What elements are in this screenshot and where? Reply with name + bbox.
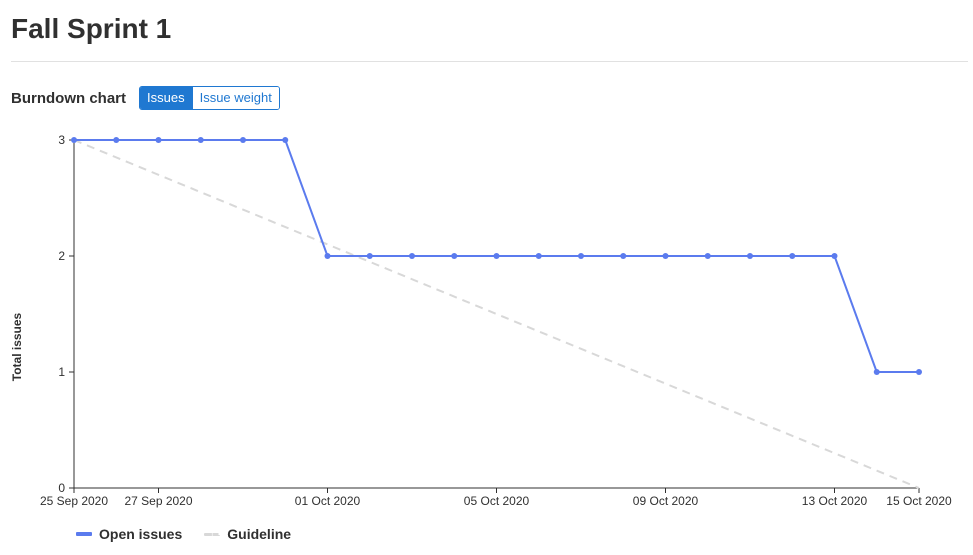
chart-header: Burndown chart Issues Issue weight bbox=[11, 86, 280, 110]
open-issues-point-13 bbox=[620, 253, 627, 259]
issues-toggle-button[interactable]: Issues bbox=[140, 87, 192, 109]
issue-weight-toggle-button[interactable]: Issue weight bbox=[191, 87, 279, 109]
open-issues-point-0 bbox=[71, 137, 77, 143]
x-tick-label-0: 25 Sep 2020 bbox=[40, 494, 108, 508]
y-axis: 0 1 2 3 bbox=[58, 133, 75, 495]
x-tick-label-3: 05 Oct 2020 bbox=[464, 494, 530, 508]
open-issues-point-19 bbox=[873, 369, 880, 375]
y-tick-label-3: 3 bbox=[58, 133, 65, 147]
open-issues-point-15 bbox=[704, 253, 711, 259]
y-tick-label-2: 2 bbox=[58, 249, 65, 263]
x-tick-label-1: 27 Sep 2020 bbox=[124, 494, 192, 508]
chart-legend: Open issues Guideline bbox=[76, 526, 313, 542]
legend-label-open-issues: Open issues bbox=[99, 526, 183, 542]
open-issues-point-4 bbox=[240, 137, 246, 143]
open-issues-point-2 bbox=[155, 137, 162, 143]
chart-type-toggle: Issues Issue weight bbox=[139, 86, 280, 110]
legend-item-guideline[interactable]: Guideline bbox=[204, 526, 291, 542]
open-issues-point-18 bbox=[831, 253, 838, 259]
legend-label-guideline: Guideline bbox=[227, 526, 292, 542]
open-issues-point-1 bbox=[113, 137, 120, 143]
legend-item-open-issues[interactable]: Open issues bbox=[76, 526, 182, 542]
title-divider bbox=[11, 61, 968, 62]
open-issues-point-5 bbox=[282, 137, 289, 143]
open-issues-point-12 bbox=[578, 253, 584, 259]
open-issues-point-6 bbox=[324, 253, 331, 259]
x-axis: 25 Sep 2020 27 Sep 2020 01 Oct 2020 05 Oct … bbox=[40, 487, 952, 508]
open-issues-point-9 bbox=[451, 253, 458, 259]
open-issues-point-16 bbox=[747, 253, 753, 259]
open-issues-point-11 bbox=[535, 253, 542, 259]
x-tick-label-4: 09 Oct 2020 bbox=[633, 494, 699, 508]
y-tick-label-0: 0 bbox=[58, 481, 65, 495]
y-tick-label-1: 1 bbox=[58, 365, 65, 379]
x-tick-label-5: 13 Oct 2020 bbox=[802, 494, 868, 508]
open-issues-point-7 bbox=[366, 253, 373, 259]
legend-swatch-guideline bbox=[204, 532, 221, 536]
y-axis-title: Total issues bbox=[10, 312, 24, 381]
open-issues-point-10 bbox=[493, 253, 500, 259]
guideline-series-line bbox=[73, 139, 920, 489]
open-issues-point-8 bbox=[409, 253, 415, 259]
x-tick-label-6: 15 Oct 2020 bbox=[886, 494, 952, 508]
x-tick-label-2: 01 Oct 2020 bbox=[295, 494, 361, 508]
open-issues-point-14 bbox=[662, 253, 669, 259]
chart-title: Burndown chart bbox=[11, 89, 126, 107]
open-issues-point-3 bbox=[197, 137, 204, 143]
chart-series bbox=[71, 137, 922, 489]
open-issues-point-17 bbox=[789, 253, 796, 259]
burndown-chart: 0 1 2 3 25 Sep 2020 27 Sep 2020 01 Oct 2020 05… bbox=[10, 133, 952, 508]
legend-swatch-open-issues bbox=[76, 532, 92, 536]
open-issues-point-20 bbox=[916, 369, 922, 375]
page-title: Fall Sprint 1 bbox=[11, 13, 172, 44]
